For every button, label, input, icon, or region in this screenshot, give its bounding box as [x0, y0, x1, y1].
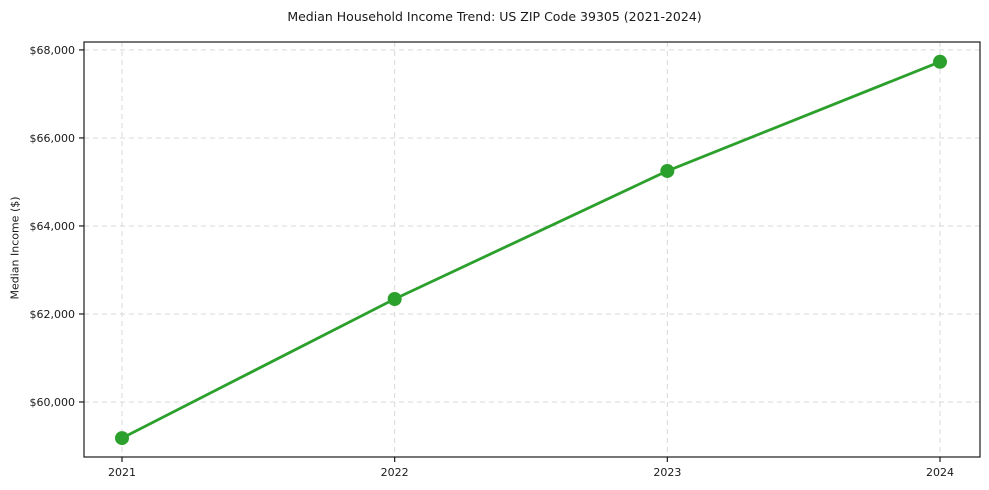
- data-point: [660, 163, 675, 178]
- x-tick-label: 2022: [381, 466, 409, 479]
- x-tick-label: 2023: [653, 466, 681, 479]
- x-tick-label: 2024: [926, 466, 954, 479]
- data-point: [933, 54, 947, 69]
- chart-title: Median Household Income Trend: US ZIP Co…: [287, 9, 702, 24]
- y-tick-label: $62,000: [30, 308, 76, 321]
- y-tick-label: $64,000: [30, 220, 76, 233]
- y-tick-label: $60,000: [30, 396, 76, 409]
- y-tick-label: $68,000: [30, 44, 76, 57]
- y-tick-label: $66,000: [30, 132, 76, 145]
- data-point: [115, 431, 129, 446]
- x-tick-label: 2021: [108, 466, 136, 479]
- trend-line: [120, 60, 942, 440]
- axes-frame: [83, 41, 981, 458]
- data-point: [387, 292, 402, 307]
